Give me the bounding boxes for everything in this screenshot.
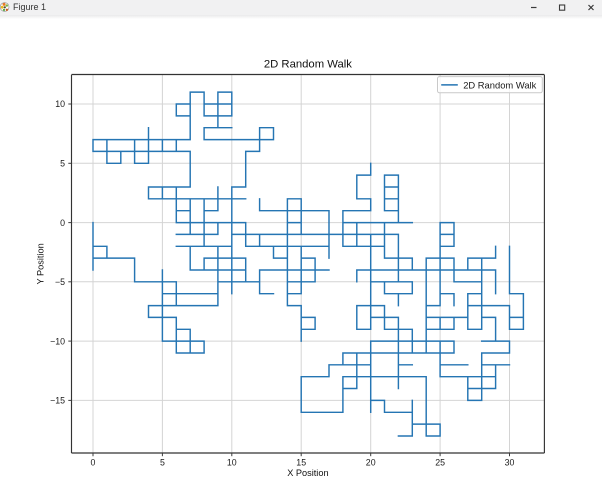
svg-text:−15: −15: [50, 396, 65, 406]
svg-text:25: 25: [435, 458, 445, 468]
svg-text:2D Random Walk: 2D Random Walk: [463, 79, 536, 90]
svg-text:0: 0: [60, 218, 65, 228]
svg-text:X Position: X Position: [287, 468, 328, 478]
svg-text:5: 5: [60, 159, 65, 169]
svg-text:30: 30: [505, 458, 515, 468]
svg-text:2D Random Walk: 2D Random Walk: [264, 59, 352, 71]
svg-text:20: 20: [366, 458, 376, 468]
svg-text:0: 0: [91, 458, 96, 468]
svg-text:10: 10: [227, 458, 237, 468]
svg-text:Y Position: Y Position: [36, 243, 46, 284]
svg-text:−10: −10: [50, 336, 65, 346]
svg-text:5: 5: [160, 458, 165, 468]
svg-text:15: 15: [296, 458, 306, 468]
svg-text:−5: −5: [55, 277, 65, 287]
svg-text:10: 10: [55, 99, 65, 109]
